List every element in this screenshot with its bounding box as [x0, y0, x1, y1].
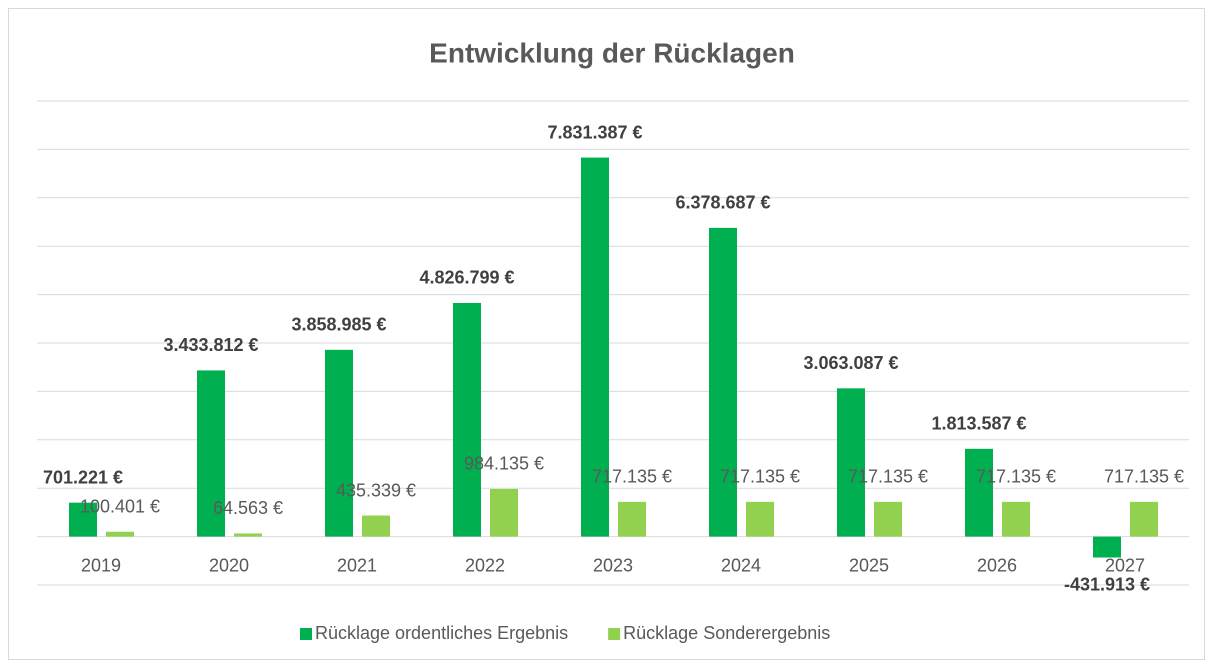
data-label: 701.221 €: [43, 467, 123, 487]
data-label: 435.339 €: [336, 480, 416, 500]
data-label: 1.813.587 €: [931, 414, 1026, 434]
bar: [490, 488, 518, 537]
data-label: 3.433.812 €: [163, 335, 258, 355]
bar: [197, 370, 225, 537]
bar: [1093, 536, 1121, 558]
legend-label: Rücklage Sonderergebnis: [623, 623, 830, 643]
bar: [618, 501, 646, 537]
x-tick-label: 2022: [465, 555, 505, 575]
legend-label: Rücklage ordentliches Ergebnis: [315, 623, 568, 643]
data-label: 3.858.985 €: [291, 315, 386, 335]
bar: [325, 349, 353, 537]
x-tick-label: 2026: [977, 555, 1017, 575]
x-tick-label: 2025: [849, 555, 889, 575]
x-tick-label: 2024: [721, 555, 761, 575]
bar: [837, 388, 865, 537]
data-label: 984.135 €: [464, 454, 544, 474]
x-tick-label: 2027: [1105, 555, 1145, 575]
x-tick-label: 2020: [209, 555, 249, 575]
bar: [965, 448, 993, 537]
data-label: 64.563 €: [213, 498, 283, 518]
data-label: 717.135 €: [1104, 467, 1184, 487]
data-label: 717.135 €: [720, 467, 800, 487]
data-label: 7.831.387 €: [547, 122, 642, 142]
data-label: 717.135 €: [592, 467, 672, 487]
bar: [581, 157, 609, 537]
bar: [362, 515, 390, 537]
x-tick-label: 2019: [81, 555, 121, 575]
bar: [1002, 501, 1030, 537]
bar: [234, 533, 262, 537]
legend-swatch: [300, 628, 312, 640]
bar: [1130, 501, 1158, 537]
data-label: 3.063.087 €: [803, 353, 898, 373]
x-tick-label: 2021: [337, 555, 377, 575]
bar: [709, 227, 737, 537]
bar: [69, 502, 97, 537]
data-label: 100.401 €: [80, 496, 160, 516]
bar: [453, 302, 481, 537]
legend-swatch: [608, 628, 621, 640]
data-label: -431.913 €: [1064, 574, 1150, 594]
bar: [746, 501, 774, 537]
chart-title: Entwicklung der Rücklagen: [429, 37, 795, 68]
bar: [106, 531, 134, 537]
data-label: 717.135 €: [848, 467, 928, 487]
bar: [874, 501, 902, 537]
x-tick-label: 2023: [593, 555, 633, 575]
data-label: 4.826.799 €: [419, 268, 514, 288]
data-label: 6.378.687 €: [675, 193, 770, 213]
data-label: 717.135 €: [976, 467, 1056, 487]
